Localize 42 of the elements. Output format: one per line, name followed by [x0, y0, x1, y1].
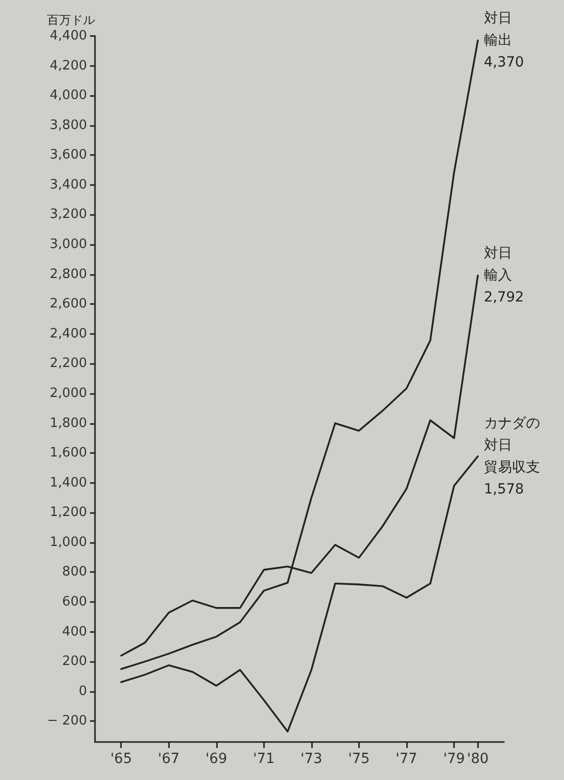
x-tick-label: '71	[252, 751, 275, 767]
x-tick-label: '80	[467, 751, 489, 767]
data-label: 2,792	[484, 290, 524, 306]
series-label: 対日輸入	[484, 246, 512, 284]
x-tick-label: '77	[396, 751, 418, 767]
y-tick-label: 2,800	[50, 266, 87, 282]
x-tick-label: '65	[110, 751, 132, 767]
y-tick-label: 2,400	[50, 326, 87, 342]
data-label: 4,370	[484, 54, 524, 70]
y-tick-label: − 200	[47, 714, 87, 729]
y-tick-label: 1,200	[50, 505, 87, 520]
y-tick-label: 200	[62, 654, 87, 670]
line-series	[120, 40, 479, 670]
y-tick-label: 1,000	[50, 534, 87, 550]
y-tick-label: 2,000	[50, 386, 87, 401]
y-tick-label: 400	[62, 624, 87, 640]
y-tick-label: 4,200	[50, 58, 87, 74]
y-tick-label: 3,200	[50, 207, 87, 222]
x-tick-label: '67	[158, 751, 180, 767]
x-tick-label: '75	[348, 751, 370, 767]
x-tick-label: '73	[300, 751, 322, 767]
y-tick-label: 1,800	[50, 416, 87, 431]
series-label: 対日輸出	[484, 10, 512, 48]
series-label: カナダの対日貿易収支	[484, 415, 540, 476]
y-tick-label: 3,000	[50, 237, 87, 252]
x-tick-label: '79	[443, 751, 465, 767]
y-tick-label: 3,400	[50, 177, 87, 192]
y-tick-label: 800	[62, 564, 87, 580]
y-tick-label: 2,600	[50, 296, 87, 312]
y-tick-label: 3,600	[50, 148, 87, 163]
y-axis-title: 百万ドル	[47, 13, 95, 27]
data-label: 1,578	[484, 481, 524, 498]
x-tick-label: '69	[205, 751, 228, 767]
y-tick-label: 1,400	[50, 475, 87, 490]
y-tick-label: 0	[78, 684, 87, 699]
y-tick-label: 3,800	[50, 118, 87, 133]
y-tick-label: 4,400	[50, 28, 87, 44]
y-tick-label: 600	[62, 594, 87, 610]
y-tick-label: 1,600	[50, 446, 87, 461]
y-tick-label: 2,200	[50, 356, 87, 372]
y-tick-label: 4,000	[50, 88, 87, 104]
line-series	[120, 455, 479, 732]
